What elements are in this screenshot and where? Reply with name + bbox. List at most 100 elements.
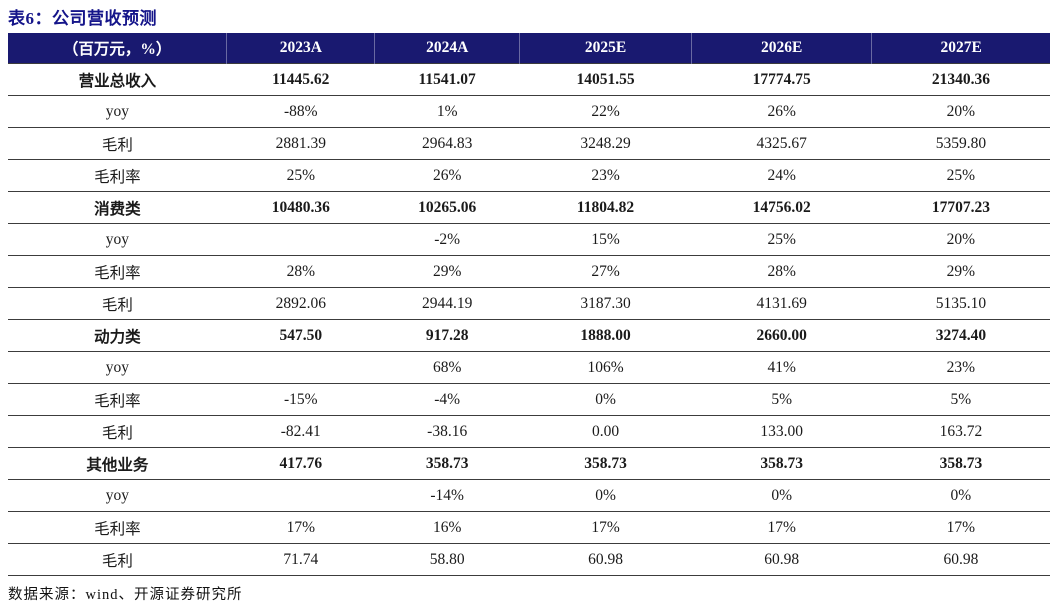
value-cell: 358.73 [374, 447, 520, 480]
row-label: 营业总收入 [8, 63, 227, 96]
value-cell: 358.73 [519, 447, 692, 480]
table-row: 毛利 2892.06 2944.19 3187.30 4131.69 5135.10 [8, 287, 1050, 320]
value-cell: 25% [871, 159, 1050, 192]
value-cell: -88% [226, 95, 375, 128]
value-cell: 26% [374, 159, 520, 192]
table-row: 毛利率 25% 26% 23% 24% 25% [8, 159, 1050, 192]
value-cell: 11804.82 [519, 191, 692, 224]
value-cell: -4% [374, 383, 520, 416]
value-cell: 14051.55 [519, 63, 692, 96]
table-row: yoy -2% 15% 25% 20% [8, 223, 1050, 256]
table-row: 毛利 2881.39 2964.83 3248.29 4325.67 5359.80 [8, 127, 1050, 160]
table-row: yoy -88% 1% 22% 26% 20% [8, 95, 1050, 128]
value-cell: 2964.83 [374, 127, 520, 160]
value-cell: 133.00 [691, 415, 872, 448]
row-label: yoy [8, 479, 227, 512]
value-cell: 22% [519, 95, 692, 128]
value-cell: 10480.36 [226, 191, 375, 224]
value-cell: 2892.06 [226, 287, 375, 320]
value-cell: -15% [226, 383, 375, 416]
row-label: yoy [8, 95, 227, 128]
value-cell: 4325.67 [691, 127, 872, 160]
table-title: 表6：公司营收预测 [8, 9, 157, 28]
value-cell: 106% [519, 351, 692, 384]
value-cell: 11541.07 [374, 63, 520, 96]
value-cell: 23% [519, 159, 692, 192]
value-cell: -14% [374, 479, 520, 512]
value-cell: 20% [871, 223, 1050, 256]
value-cell: 28% [226, 255, 375, 288]
value-cell: 3187.30 [519, 287, 692, 320]
row-label: 毛利 [8, 127, 227, 160]
table-row: 其他业务 417.76 358.73 358.73 358.73 358.73 [8, 447, 1050, 480]
value-cell: 60.98 [519, 543, 692, 576]
value-cell: 417.76 [226, 447, 375, 480]
row-label: 消费类 [8, 191, 227, 224]
year-header-cell: 2023A [226, 33, 375, 64]
value-cell: 60.98 [691, 543, 872, 576]
value-cell: 5135.10 [871, 287, 1050, 320]
revenue-forecast-table: （百万元，%） 2023A 2024A 2025E 2026E 2027E 营业总收入 1… [8, 33, 1050, 576]
row-label: 动力类 [8, 319, 227, 352]
value-cell: 2881.39 [226, 127, 375, 160]
unit-header-cell: （百万元，%） [8, 33, 227, 64]
value-cell: 163.72 [871, 415, 1050, 448]
value-cell: -82.41 [226, 415, 375, 448]
table-row: 毛利率 -15% -4% 0% 5% 5% [8, 383, 1050, 416]
value-cell: 26% [691, 95, 872, 128]
row-label: 毛利率 [8, 383, 227, 416]
value-cell: -2% [374, 223, 520, 256]
value-cell [226, 479, 375, 512]
year-header-cell: 2026E [691, 33, 872, 64]
table-body: 营业总收入 11445.62 11541.07 14051.55 17774.75 213… [8, 63, 1050, 576]
value-cell: 1888.00 [519, 319, 692, 352]
table-row: 毛利 71.74 58.80 60.98 60.98 60.98 [8, 543, 1050, 576]
value-cell: 0.00 [519, 415, 692, 448]
value-cell: -38.16 [374, 415, 520, 448]
value-cell: 917.28 [374, 319, 520, 352]
header-row: （百万元，%） 2023A 2024A 2025E 2026E 2027E [8, 33, 1050, 64]
value-cell: 68% [374, 351, 520, 384]
value-cell: 2944.19 [374, 287, 520, 320]
value-cell: 71.74 [226, 543, 375, 576]
value-cell: 5% [691, 383, 872, 416]
value-cell: 0% [871, 479, 1050, 512]
table-row: 消费类 10480.36 10265.06 11804.82 14756.02 17707… [8, 191, 1050, 224]
value-cell: 0% [519, 383, 692, 416]
value-cell: 0% [691, 479, 872, 512]
value-cell: 547.50 [226, 319, 375, 352]
value-cell: 29% [374, 255, 520, 288]
value-cell: 23% [871, 351, 1050, 384]
table-row: 毛利率 17% 16% 17% 17% 17% [8, 511, 1050, 544]
value-cell: 358.73 [691, 447, 872, 480]
value-cell [226, 351, 375, 384]
table-row: yoy -14% 0% 0% 0% [8, 479, 1050, 512]
value-cell: 17774.75 [691, 63, 872, 96]
value-cell: 29% [871, 255, 1050, 288]
value-cell: 11445.62 [226, 63, 375, 96]
value-cell: 16% [374, 511, 520, 544]
value-cell: 25% [691, 223, 872, 256]
value-cell: 0% [519, 479, 692, 512]
table-row: 毛利 -82.41 -38.16 0.00 133.00 163.72 [8, 415, 1050, 448]
value-cell: 20% [871, 95, 1050, 128]
value-cell: 15% [519, 223, 692, 256]
value-cell: 17% [226, 511, 375, 544]
row-label: 毛利 [8, 287, 227, 320]
row-label: 毛利 [8, 415, 227, 448]
value-cell: 60.98 [871, 543, 1050, 576]
value-cell: 5% [871, 383, 1050, 416]
row-label: yoy [8, 351, 227, 384]
value-cell: 5359.80 [871, 127, 1050, 160]
table-row: 营业总收入 11445.62 11541.07 14051.55 17774.75 213… [8, 63, 1050, 96]
value-cell [226, 223, 375, 256]
table-row: 毛利率 28% 29% 27% 28% 29% [8, 255, 1050, 288]
table-row: 动力类 547.50 917.28 1888.00 2660.00 3274.40 [8, 319, 1050, 352]
row-label: 毛利率 [8, 255, 227, 288]
value-cell: 17% [691, 511, 872, 544]
data-source-note: 数据来源：wind、开源证券研究所 [8, 587, 243, 603]
year-header-cell: 2025E [519, 33, 692, 64]
value-cell: 58.80 [374, 543, 520, 576]
row-label: 毛利率 [8, 511, 227, 544]
